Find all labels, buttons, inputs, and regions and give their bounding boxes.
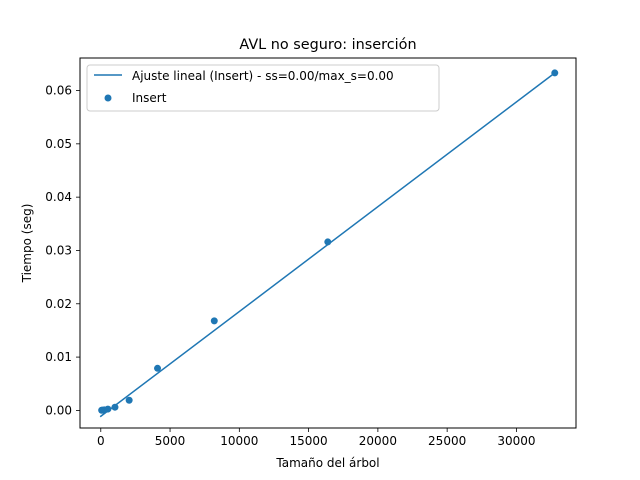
data-point — [125, 396, 133, 404]
x-tick-label: 20000 — [359, 434, 397, 448]
x-tick-label: 10000 — [220, 434, 258, 448]
ticks: 0 5000 10000 15000 20000 25000 30000 0.00 0.01 0.… — [45, 84, 535, 448]
y-tick-label: 0.02 — [45, 297, 72, 311]
x-axis-label: Tamaño del árbol — [275, 456, 379, 470]
legend-label-fit: Ajuste lineal (Insert) - ss=0.00/max_s=0… — [132, 69, 394, 83]
y-tick-label: 0.04 — [45, 190, 72, 204]
plot-area — [98, 69, 559, 418]
y-tick-label: 0.00 — [45, 403, 72, 417]
x-tick-label: 0 — [97, 434, 105, 448]
chart-title: AVL no seguro: inserción — [239, 37, 416, 53]
legend-marker-swatch — [104, 94, 112, 102]
x-tick-label: 25000 — [428, 434, 466, 448]
data-point — [324, 238, 332, 246]
legend: Ajuste lineal (Insert) - ss=0.00/max_s=0… — [86, 64, 440, 112]
axes-frame — [79, 57, 577, 429]
y-tick-label: 0.03 — [45, 243, 72, 257]
x-tick-label: 30000 — [497, 434, 535, 448]
legend-box — [86, 64, 440, 112]
y-axis-label: Tiempo (seg) — [20, 204, 34, 284]
y-tick-label: 0.05 — [45, 137, 72, 151]
legend-label-insert: Insert — [132, 91, 167, 105]
y-tick-label: 0.06 — [45, 84, 72, 98]
x-tick-label: 15000 — [290, 434, 328, 448]
data-point — [154, 364, 162, 372]
data-point — [111, 403, 119, 411]
x-tick-label: 5000 — [155, 434, 186, 448]
y-tick-label: 0.01 — [45, 350, 72, 364]
data-point — [104, 405, 112, 413]
data-point — [551, 69, 559, 77]
data-point — [210, 317, 218, 325]
